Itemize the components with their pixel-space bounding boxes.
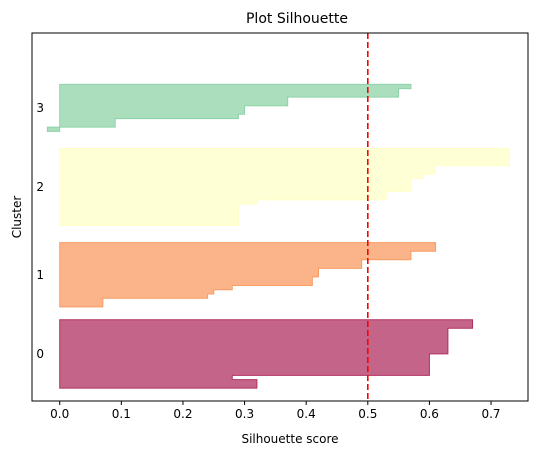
cluster-0-area bbox=[59, 319, 474, 389]
y-tick-label-cluster-1: 1 bbox=[36, 268, 44, 282]
plot-frame bbox=[31, 32, 529, 402]
y-tick-label-cluster-0: 0 bbox=[36, 347, 44, 361]
cluster-3-area bbox=[46, 83, 412, 132]
x-tick-label: 0.4 bbox=[297, 407, 316, 421]
cluster-1-area bbox=[59, 242, 437, 308]
x-tick-label: 0.3 bbox=[235, 407, 254, 421]
x-tick-label: 0.5 bbox=[358, 407, 377, 421]
cluster-2-area bbox=[59, 148, 511, 227]
y-axis-ticks: 0 1 2 3 bbox=[36, 101, 44, 361]
y-axis-title: Cluster bbox=[10, 196, 24, 239]
chart-title: Plot Silhouette bbox=[246, 11, 348, 27]
x-tick-label: 0.2 bbox=[173, 407, 192, 421]
x-tick-label: 0.7 bbox=[481, 407, 500, 421]
x-tick-label: 0.6 bbox=[420, 407, 439, 421]
x-axis-ticks: 0.0 0.1 0.2 0.3 0.4 0.5 0.6 0.7 bbox=[50, 401, 501, 421]
y-tick-label-cluster-2: 2 bbox=[36, 180, 44, 194]
y-tick-label-cluster-3: 3 bbox=[36, 101, 44, 115]
x-tick-label: 0.1 bbox=[112, 407, 131, 421]
silhouette-areas bbox=[46, 83, 511, 389]
x-tick-label: 0.0 bbox=[50, 407, 69, 421]
x-axis-title: Silhouette score bbox=[241, 432, 338, 446]
